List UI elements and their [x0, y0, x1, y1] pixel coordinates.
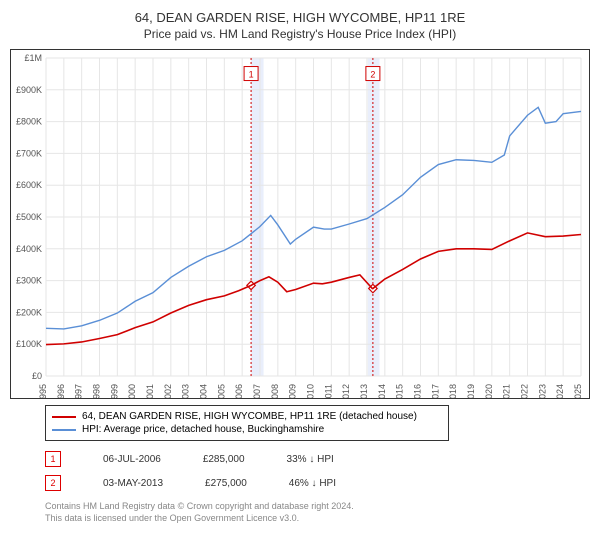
marker-date: 06-JUL-2006 [103, 454, 161, 465]
svg-text:2025: 2025 [573, 384, 583, 398]
svg-text:2011: 2011 [323, 384, 333, 398]
marker-price: £285,000 [203, 454, 245, 465]
svg-text:2014: 2014 [377, 384, 387, 398]
svg-text:2016: 2016 [413, 384, 423, 398]
title-block: 64, DEAN GARDEN RISE, HIGH WYCOMBE, HP11… [10, 10, 590, 41]
svg-text:2: 2 [370, 70, 375, 80]
svg-text:£400K: £400K [16, 244, 42, 254]
legend-item: 64, DEAN GARDEN RISE, HIGH WYCOMBE, HP11… [52, 410, 442, 423]
svg-text:£0: £0 [32, 371, 42, 381]
legend-swatch [52, 416, 76, 418]
svg-text:£200K: £200K [16, 307, 42, 317]
svg-text:£900K: £900K [16, 85, 42, 95]
svg-text:2020: 2020 [484, 384, 494, 398]
attribution-line: Contains HM Land Registry data © Crown c… [45, 501, 590, 513]
svg-text:2024: 2024 [555, 384, 565, 398]
chart-container: 64, DEAN GARDEN RISE, HIGH WYCOMBE, HP11… [10, 10, 590, 524]
legend: 64, DEAN GARDEN RISE, HIGH WYCOMBE, HP11… [45, 405, 449, 441]
svg-text:2007: 2007 [252, 384, 262, 398]
svg-text:2000: 2000 [127, 384, 137, 398]
svg-text:2019: 2019 [466, 384, 476, 398]
chart-subtitle: Price paid vs. HM Land Registry's House … [10, 27, 590, 41]
svg-text:2021: 2021 [502, 384, 512, 398]
svg-text:2013: 2013 [359, 384, 369, 398]
svg-text:1998: 1998 [92, 384, 102, 398]
svg-text:1997: 1997 [74, 384, 84, 398]
svg-text:2003: 2003 [181, 384, 191, 398]
svg-text:1999: 1999 [109, 384, 119, 398]
marker-badge: 1 [45, 451, 61, 467]
svg-text:2008: 2008 [270, 384, 280, 398]
marker-diff: 33% ↓ HPI [287, 454, 334, 465]
svg-text:£300K: £300K [16, 276, 42, 286]
svg-text:2017: 2017 [430, 384, 440, 398]
svg-text:£800K: £800K [16, 117, 42, 127]
marker-price: £275,000 [205, 478, 247, 489]
svg-text:2018: 2018 [448, 384, 458, 398]
attribution-line: This data is licensed under the Open Gov… [45, 513, 590, 525]
svg-text:2010: 2010 [306, 384, 316, 398]
chart-area: £0 £100K £200K £300K £400K £500K £600K £700K £80… [10, 49, 590, 399]
svg-text:1996: 1996 [56, 384, 66, 398]
marker-badge: 2 [45, 475, 61, 491]
svg-text:£500K: £500K [16, 212, 42, 222]
svg-text:2002: 2002 [163, 384, 173, 398]
svg-text:2012: 2012 [341, 384, 351, 398]
svg-text:2015: 2015 [395, 384, 405, 398]
svg-text:1995: 1995 [38, 384, 48, 398]
marker-table: 1 06-JUL-2006 £285,000 33% ↓ HPI 2 03-MA… [45, 447, 590, 495]
svg-text:2009: 2009 [288, 384, 298, 398]
legend-label: 64, DEAN GARDEN RISE, HIGH WYCOMBE, HP11… [82, 411, 417, 422]
svg-text:£700K: £700K [16, 148, 42, 158]
chart-svg: £0 £100K £200K £300K £400K £500K £600K £700K £80… [11, 50, 589, 398]
svg-text:2006: 2006 [234, 384, 244, 398]
legend-swatch [52, 429, 76, 431]
svg-text:2022: 2022 [520, 384, 530, 398]
marker-row: 1 06-JUL-2006 £285,000 33% ↓ HPI [45, 447, 590, 471]
svg-text:1: 1 [249, 70, 254, 80]
svg-text:£1M: £1M [24, 53, 42, 63]
marker-row: 2 03-MAY-2013 £275,000 46% ↓ HPI [45, 471, 590, 495]
legend-item: HPI: Average price, detached house, Buck… [52, 423, 442, 436]
legend-label: HPI: Average price, detached house, Buck… [82, 424, 324, 435]
marker-date: 03-MAY-2013 [103, 478, 163, 489]
marker-diff: 46% ↓ HPI [289, 478, 336, 489]
chart-title: 64, DEAN GARDEN RISE, HIGH WYCOMBE, HP11… [10, 10, 590, 25]
attribution: Contains HM Land Registry data © Crown c… [45, 501, 590, 524]
svg-text:2023: 2023 [537, 384, 547, 398]
svg-text:2004: 2004 [199, 384, 209, 398]
svg-text:2001: 2001 [145, 384, 155, 398]
svg-text:£600K: £600K [16, 180, 42, 190]
svg-text:2005: 2005 [216, 384, 226, 398]
svg-text:£100K: £100K [16, 339, 42, 349]
